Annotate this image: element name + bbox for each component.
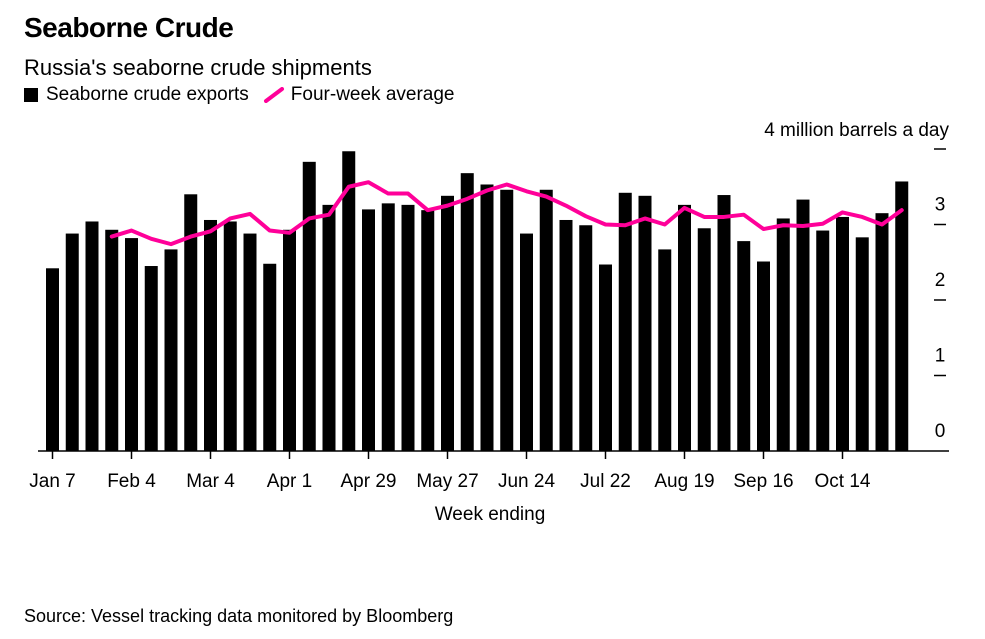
- x-tick-label-28: Jul 22: [580, 471, 631, 492]
- x-axis-label: Week ending: [435, 504, 546, 525]
- four-week-average-line: [109, 180, 904, 247]
- line-layer: [109, 180, 904, 247]
- bar-12: [283, 229, 296, 451]
- x-tick-label-32: Aug 19: [654, 471, 714, 492]
- bar-39: [816, 230, 830, 451]
- legend-bar-label: Seaborne crude exports: [46, 84, 249, 105]
- source-note: Source: Vessel tracking data monitored b…: [24, 606, 454, 626]
- bar-41: [855, 237, 869, 451]
- bar-30: [638, 195, 652, 451]
- bar-9: [223, 221, 237, 451]
- bar-8: [204, 219, 217, 451]
- bar-4: [125, 238, 138, 451]
- bar-38: [796, 199, 810, 451]
- chart-legend: Seaborne crude exports Four-week average: [24, 84, 455, 106]
- bars-layer: [46, 151, 909, 452]
- x-tick-label-40: Oct 14: [815, 471, 871, 492]
- bar-7: [184, 194, 198, 452]
- bar-35: [737, 241, 751, 451]
- x-tick-label-8: Mar 4: [186, 471, 235, 492]
- x-tick-label-24: Jun 24: [498, 471, 555, 492]
- bar-11: [263, 263, 277, 451]
- y-tick-label-0: 0: [935, 421, 946, 442]
- bar-25: [539, 189, 553, 451]
- bar-26: [559, 219, 573, 451]
- y-tick-label-2: 2: [935, 270, 946, 291]
- x-tick-label-36: Sep 16: [733, 471, 793, 492]
- bar-29: [618, 192, 632, 452]
- bar-43: [895, 181, 909, 451]
- legend-line-label: Four-week average: [290, 84, 455, 105]
- x-tick-label-12: Apr 1: [267, 471, 312, 492]
- bar-33: [697, 228, 711, 451]
- bar-32: [678, 204, 691, 451]
- chart-title: Seaborne Crude: [24, 12, 234, 43]
- bar-23: [500, 189, 514, 451]
- bar-6: [164, 249, 178, 451]
- chart-subtitle: Russia's seaborne crude shipments: [24, 55, 372, 80]
- bar-1: [65, 233, 79, 451]
- x-tick-label-4: Feb 4: [107, 471, 156, 492]
- bar-24: [520, 233, 533, 451]
- legend-line-swatch: [263, 87, 284, 103]
- y-tick-label-1: 1: [935, 346, 946, 367]
- x-tick-label-16: Apr 29: [341, 471, 397, 492]
- axis-layer: 0 1 2 3 Jan 7 Feb 4 Mar 4 Apr 1 Apr 29 May 27 Jun …: [29, 148, 949, 492]
- bar-37: [776, 218, 790, 451]
- bar-22: [480, 184, 494, 452]
- bar-3: [105, 229, 119, 451]
- legend-bar-swatch: [24, 88, 38, 102]
- bar-28: [599, 264, 612, 451]
- bar-36: [757, 261, 770, 451]
- bar-34: [717, 195, 731, 451]
- bar-19: [421, 210, 435, 451]
- bar-20: [441, 195, 454, 451]
- bar-21: [460, 173, 474, 451]
- bar-27: [579, 225, 593, 451]
- x-tick-label-0: Jan 7: [29, 471, 75, 492]
- y-tick-label-3: 3: [935, 195, 946, 216]
- bar-40: [836, 216, 849, 451]
- bar-0: [46, 268, 59, 451]
- bar-18: [401, 204, 415, 451]
- bar-31: [658, 249, 672, 451]
- bar-17: [381, 203, 395, 451]
- y-axis-unit-label: 4 million barrels a day: [764, 120, 949, 141]
- bar-13: [302, 161, 316, 451]
- x-tick-label-20: May 27: [416, 471, 478, 492]
- bar-2: [85, 221, 99, 451]
- bar-15: [342, 151, 356, 451]
- bar-16: [362, 209, 375, 451]
- bar-line-chart: 0 1 2 3 Jan 7 Feb 4 Mar 4 Apr 1 Apr 29 May 27 Jun …: [29, 120, 949, 525]
- bar-10: [243, 233, 257, 451]
- bar-42: [875, 213, 889, 451]
- bar-5: [144, 266, 158, 451]
- bar-14: [322, 204, 336, 451]
